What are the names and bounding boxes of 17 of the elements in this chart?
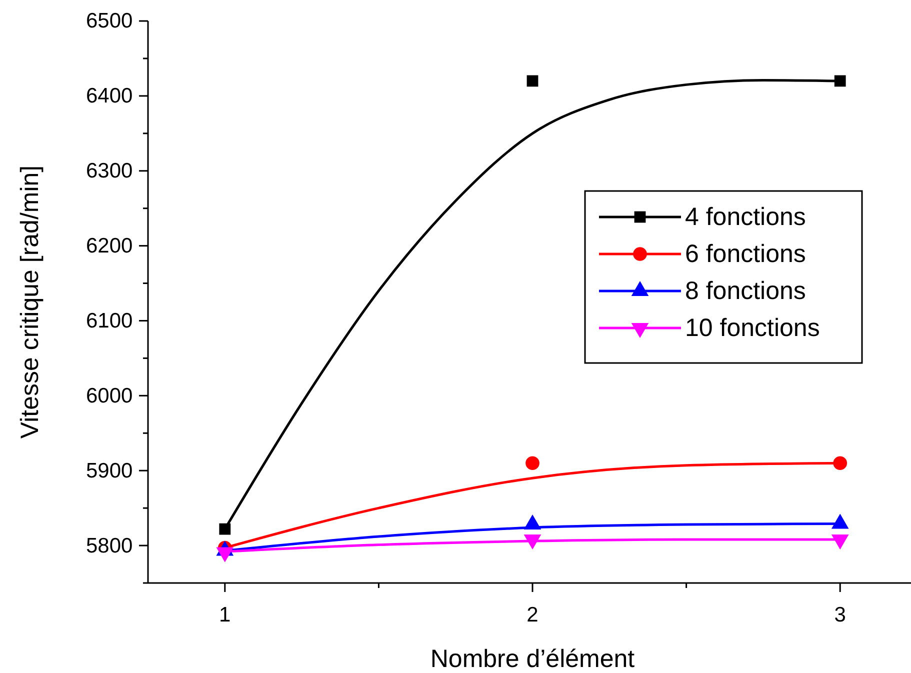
legend-label: 4 fonctions [685, 203, 806, 231]
y-tick-label: 5800 [86, 534, 133, 558]
y-tick-label: 6400 [86, 84, 133, 108]
y-tick-label: 6200 [86, 234, 133, 258]
x-tick-label: 2 [526, 603, 538, 626]
x-tick-label: 1 [219, 603, 231, 626]
y-tick-label: 6500 [86, 10, 133, 33]
y-tick-label: 6300 [86, 160, 133, 183]
x-tick-label: 3 [834, 603, 846, 626]
legend-label: 8 fonctions [685, 277, 806, 305]
y-tick-label: 5900 [86, 459, 133, 482]
legend-label: 6 fonctions [685, 240, 806, 268]
legend-label: 10 fonctions [685, 314, 820, 342]
y-tick-label: 6100 [86, 309, 133, 332]
y-axis-title: Vitesse critique [rad/min] [16, 165, 44, 439]
x-axis-title: Nombre d’élément [430, 645, 635, 673]
y-tick-label: 6000 [86, 384, 133, 408]
